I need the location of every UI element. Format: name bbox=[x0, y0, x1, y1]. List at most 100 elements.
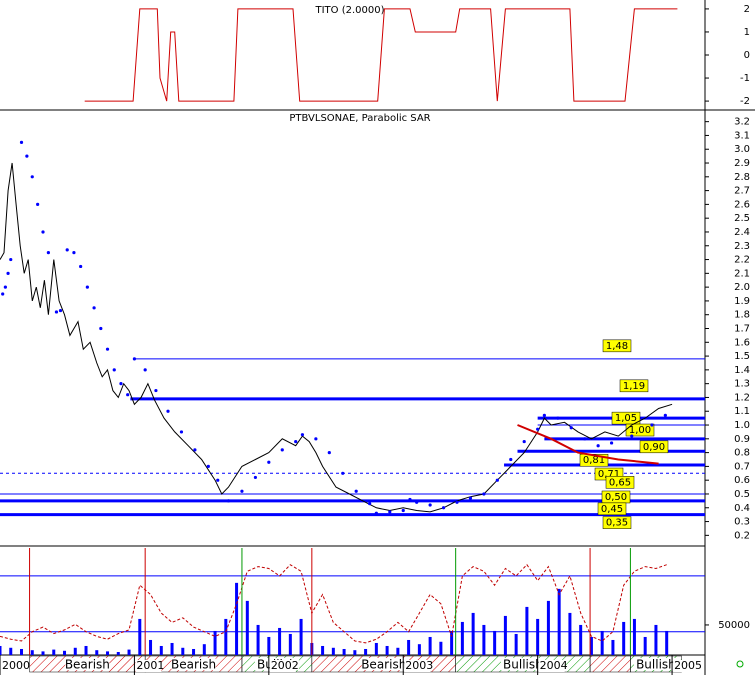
volume-bar bbox=[41, 651, 45, 655]
sar-dot bbox=[6, 271, 10, 275]
zone-label: Bearish bbox=[171, 658, 216, 672]
volume-bar bbox=[557, 588, 561, 655]
y-tick-label: 0.7 bbox=[734, 461, 750, 472]
sar-dot bbox=[663, 413, 667, 417]
zone-label-bg bbox=[171, 658, 216, 670]
volume-bar bbox=[116, 651, 120, 655]
sar-dot bbox=[1, 292, 5, 296]
volume-bar bbox=[407, 639, 411, 655]
volume-bar bbox=[385, 645, 389, 655]
x-tick-label-bg bbox=[673, 660, 700, 672]
level-label: 0,45 bbox=[601, 504, 623, 515]
sar-dot bbox=[119, 382, 123, 386]
volume-bar bbox=[514, 633, 518, 655]
zone-label: Bullish bbox=[503, 658, 543, 672]
sar-dot bbox=[143, 368, 147, 372]
y-tick-label: 2.9 bbox=[734, 158, 750, 169]
level-label: 0,35 bbox=[606, 518, 628, 529]
y-tick-label: 1.7 bbox=[734, 324, 750, 335]
y-tick-label: 2.3 bbox=[734, 241, 750, 252]
volume-bar bbox=[9, 647, 13, 655]
level-label: 1,19 bbox=[623, 381, 645, 392]
volume-bar bbox=[256, 624, 260, 655]
level-label: 0,81 bbox=[583, 455, 605, 466]
y-tick-label: 3.0 bbox=[734, 144, 750, 155]
sar-dot bbox=[314, 437, 318, 441]
volume-bar bbox=[471, 612, 475, 655]
y-tick-label: 0.6 bbox=[734, 475, 750, 486]
sar-dot bbox=[354, 489, 358, 493]
y-tick-label: 1.6 bbox=[734, 337, 750, 348]
y-tick-label: 2.4 bbox=[734, 227, 750, 238]
volume-bar bbox=[611, 639, 615, 655]
sar-dot bbox=[206, 464, 210, 468]
volume-bar bbox=[0, 645, 2, 655]
volume-bar bbox=[30, 650, 34, 655]
volume-bar bbox=[622, 621, 626, 655]
sar-dot bbox=[54, 310, 59, 314]
volume-bar bbox=[439, 641, 443, 655]
sar-dot bbox=[408, 497, 412, 502]
y-tick-label: 1.1 bbox=[734, 406, 750, 417]
volume-bar bbox=[278, 627, 282, 655]
level-label-box bbox=[602, 516, 632, 529]
volume-bar bbox=[202, 644, 206, 655]
sar-dot bbox=[126, 393, 130, 397]
y-tick-label: 1.2 bbox=[734, 392, 750, 403]
sar-dot bbox=[9, 257, 13, 262]
volume-bar bbox=[665, 630, 669, 655]
volume-bar bbox=[106, 651, 110, 655]
zone-label-bg bbox=[633, 658, 678, 670]
status-icon bbox=[736, 660, 744, 668]
volume-bar bbox=[546, 600, 550, 655]
volume-bar bbox=[127, 649, 131, 655]
sar-dot bbox=[154, 388, 158, 393]
sar-dot bbox=[341, 471, 345, 475]
volume-bar bbox=[536, 618, 540, 655]
sar-dot bbox=[41, 230, 45, 234]
chart-title: PTBVLSONAE, Parabolic SAR bbox=[289, 113, 430, 124]
level-label: 1,48 bbox=[606, 341, 628, 352]
sar-dot bbox=[374, 511, 378, 515]
sar-dot bbox=[401, 508, 405, 513]
volume-bar bbox=[342, 648, 346, 655]
volume-bar bbox=[235, 582, 239, 655]
zone-label: Bullish bbox=[636, 658, 676, 672]
y-tick-label: -2 bbox=[740, 96, 750, 107]
level-label: 1,05 bbox=[615, 413, 637, 424]
y-tick-label: 1.4 bbox=[734, 365, 750, 376]
volume-bar bbox=[213, 630, 217, 655]
volume-bar bbox=[84, 645, 88, 655]
volume-bar bbox=[95, 650, 99, 655]
x-tick-label-bg bbox=[404, 660, 431, 672]
zone-label-bg bbox=[361, 658, 406, 670]
volume-bar bbox=[52, 649, 56, 655]
level-label-box bbox=[619, 379, 649, 393]
sar-dot bbox=[132, 357, 137, 361]
line bbox=[0, 162, 673, 513]
volume-bar bbox=[149, 639, 153, 655]
sar-dot bbox=[99, 326, 103, 331]
volume-bar bbox=[353, 650, 357, 655]
x-tick-label: 2003 bbox=[405, 659, 433, 672]
y-tick-label: 1.3 bbox=[734, 379, 750, 390]
sar-dot bbox=[441, 506, 446, 510]
line bbox=[517, 424, 659, 465]
sar-dot bbox=[19, 140, 24, 144]
y-tick-label: 0.5 bbox=[734, 489, 750, 500]
volume-bar bbox=[568, 612, 572, 655]
sar-dot bbox=[368, 502, 372, 506]
zone-label-bg bbox=[500, 658, 545, 670]
y-tick-label: 3.2 bbox=[734, 117, 750, 128]
sar-dot bbox=[388, 510, 392, 514]
volume-bar bbox=[428, 636, 432, 655]
sar-dot bbox=[569, 426, 573, 430]
volume-bar bbox=[73, 647, 77, 655]
x-tick-label-bg bbox=[538, 660, 565, 672]
x-tick-label-bg bbox=[135, 660, 162, 672]
level-label-box bbox=[602, 339, 632, 353]
level-label: 0,90 bbox=[643, 442, 665, 453]
volume-bar bbox=[181, 647, 185, 655]
y-tick-label: 1 bbox=[744, 27, 750, 38]
